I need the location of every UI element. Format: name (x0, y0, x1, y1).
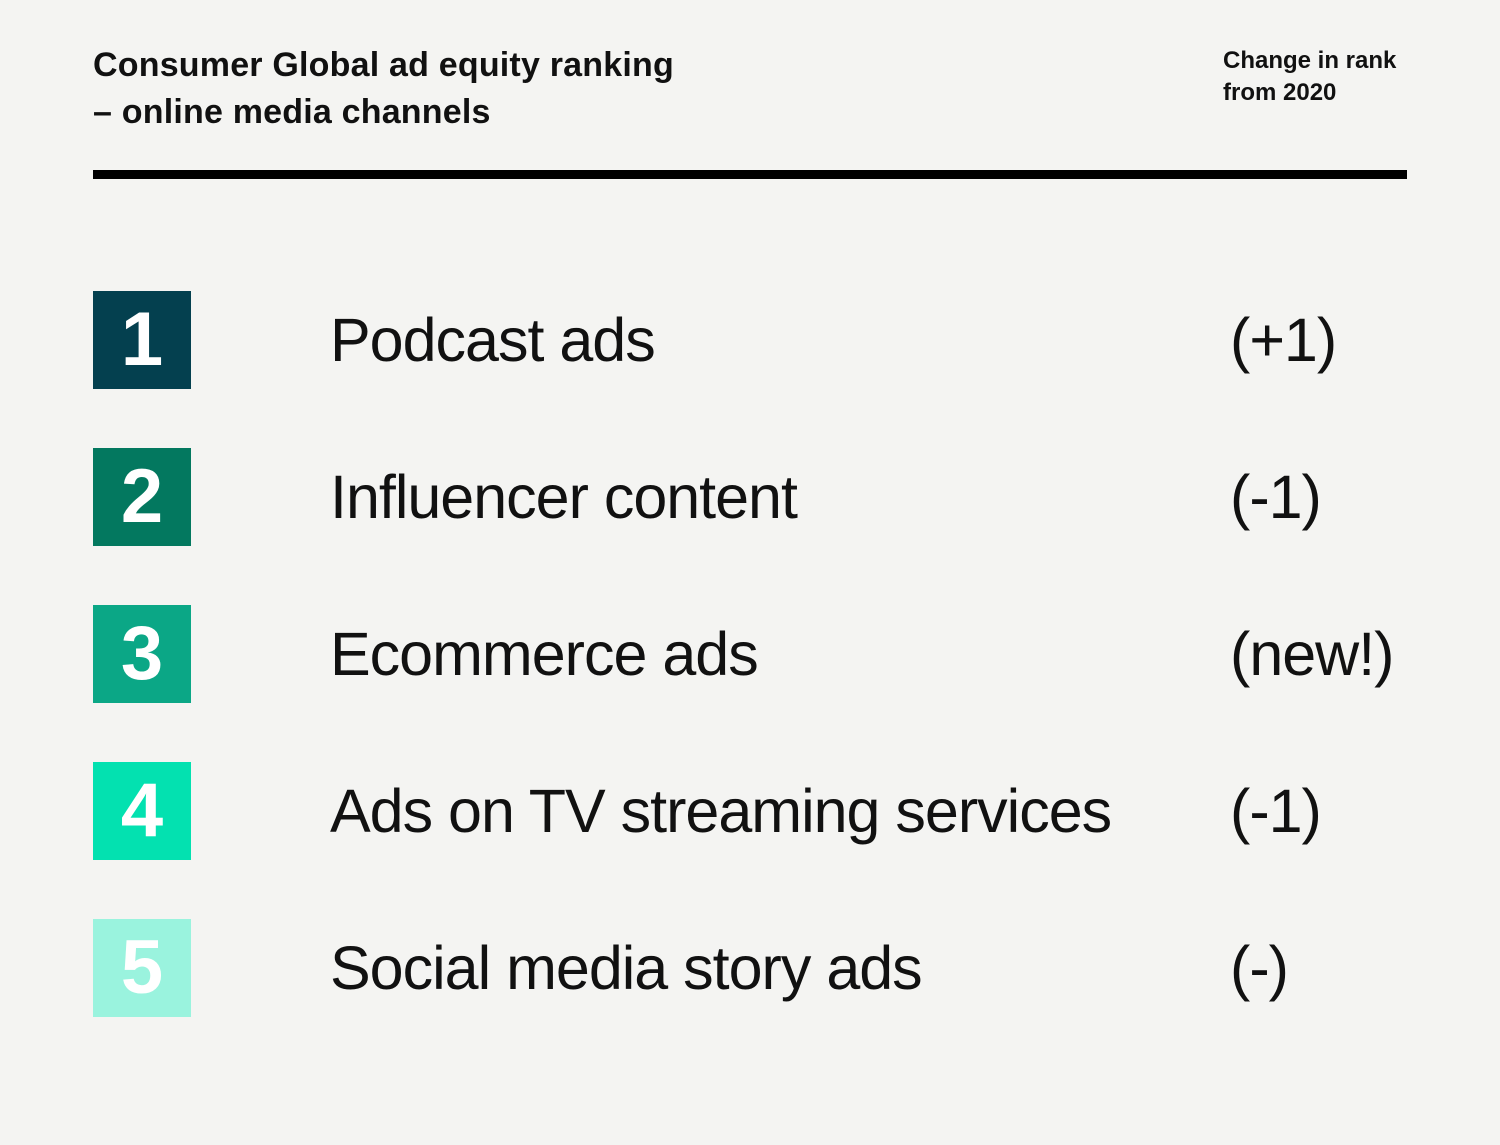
rank-change-value: (new!) (1230, 620, 1394, 688)
channel-label: Podcast ads (330, 306, 656, 374)
rank-number: 2 (120, 454, 164, 539)
rank-list: 1 Podcast ads (+1) 2 Influencer content … (93, 291, 1407, 1017)
rank-square-3: 3 (93, 605, 191, 703)
page-title-line2: – online media channels (93, 93, 491, 131)
channel-label: Influencer content (330, 463, 798, 531)
channel-label: Ads on TV streaming services (330, 777, 1112, 845)
rank-square-4: 4 (93, 762, 191, 860)
rank-number: 1 (120, 297, 164, 382)
rank-square-2: 2 (93, 448, 191, 546)
rank-number: 4 (120, 768, 164, 853)
rank-change-value: (+1) (1230, 306, 1337, 374)
rank-row-1: 1 Podcast ads (+1) (93, 291, 1407, 389)
change-column-header: Change in rank from 2020 (1223, 47, 1397, 106)
rank-change-value: (-1) (1230, 777, 1322, 845)
rank-change-value: (-1) (1230, 463, 1322, 531)
page-title: Consumer Global ad equity ranking – onlin… (93, 42, 674, 136)
page-title-line1: Consumer Global ad equity ranking (93, 46, 674, 84)
rank-row-3: 3 Ecommerce ads (new!) (93, 605, 1407, 703)
channel-label: Social media story ads (330, 934, 923, 1002)
infographic-root: Consumer Global ad equity ranking – onlin… (93, 0, 1407, 1017)
rank-square-1: 1 (93, 291, 191, 389)
rank-change-value: (-) (1230, 934, 1289, 1002)
rank-row-2: 2 Influencer content (-1) (93, 448, 1407, 546)
channel-label: Ecommerce ads (330, 620, 759, 688)
header: Consumer Global ad equity ranking – onlin… (93, 0, 1407, 140)
rank-number: 3 (120, 611, 164, 696)
rank-square-5: 5 (93, 919, 191, 1017)
rank-row-4: 4 Ads on TV streaming services (-1) (93, 762, 1407, 860)
rank-row-5: 5 Social media story ads (-) (93, 919, 1407, 1017)
divider-rule (93, 170, 1407, 179)
rank-number: 5 (120, 925, 164, 1010)
